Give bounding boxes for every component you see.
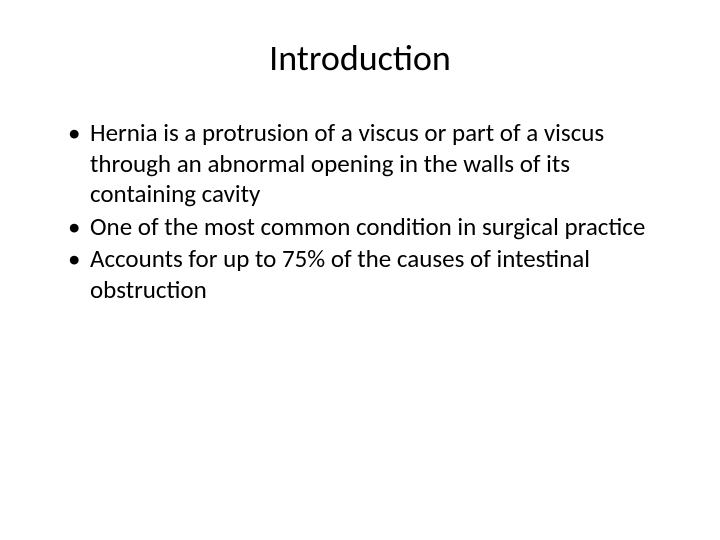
- list-item: One of the most common condition in surg…: [68, 212, 670, 243]
- list-item: Hernia is a protrusion of a viscus or pa…: [68, 118, 670, 210]
- list-item: Accounts for up to 75% of the causes of …: [68, 244, 670, 305]
- bullet-list: Hernia is a protrusion of a viscus or pa…: [68, 118, 670, 305]
- slide: Introduction Hernia is a protrusion of a…: [0, 0, 720, 540]
- slide-title: Introduction: [50, 36, 670, 80]
- slide-content: Hernia is a protrusion of a viscus or pa…: [50, 118, 670, 305]
